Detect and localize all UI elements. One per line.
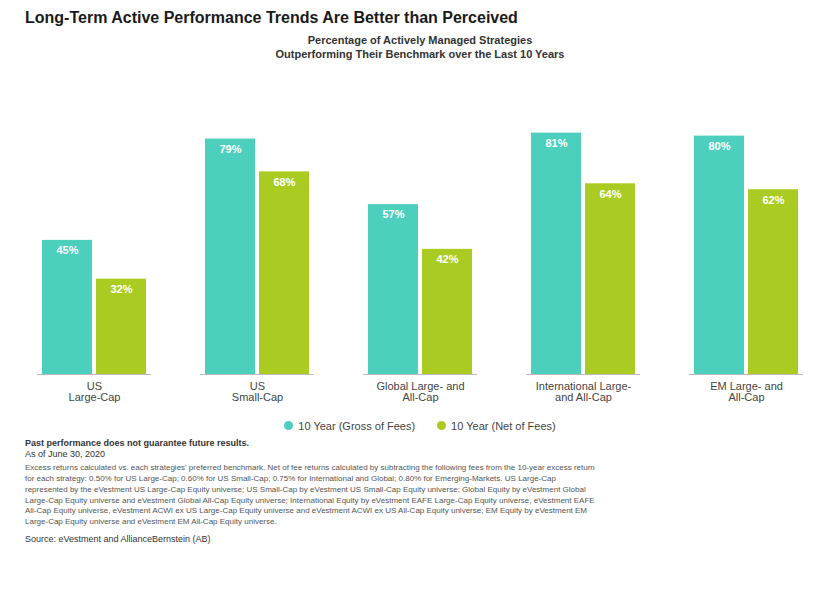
svg-text:USSmall-Cap: USSmall-Cap xyxy=(232,380,283,403)
svg-text:42%: 42% xyxy=(436,253,458,265)
svg-text:32%: 32% xyxy=(110,283,132,295)
html-text:As of June 30, 2020: As of June 30, 2020 xyxy=(25,449,106,460)
svg-text:International Large-and All-Ca: International Large-and All-Cap xyxy=(536,380,632,403)
html-text:Excess returns calculated vs.: Excess returns calculated vs. each strat… xyxy=(25,463,595,527)
svg-text:68%: 68% xyxy=(273,175,295,187)
svg-text:79%: 79% xyxy=(219,143,241,155)
svg-text:81%: 81% xyxy=(545,137,567,149)
html-text:Source: eVestment and Alliance: Source: eVestment and AllianceBernstein … xyxy=(25,533,211,544)
html-text:Percentage of Actively Managed: Percentage of Actively Managed Strategie… xyxy=(275,34,565,61)
svg-text:57%: 57% xyxy=(382,208,404,220)
html-text:Long-Term Active Performance T: Long-Term Active Performance Trends Are … xyxy=(25,9,518,26)
html-text:10 Year (Gross of Fees): 10 Year (Gross of Fees) xyxy=(298,419,416,432)
html-text:Past performance does not guar: Past performance does not guarantee futu… xyxy=(25,437,250,448)
svg-text:62%: 62% xyxy=(762,193,784,205)
svg-text:EM Large- andAll-Cap: EM Large- andAll-Cap xyxy=(710,380,783,403)
svg-text:Global Large- andAll-Cap: Global Large- andAll-Cap xyxy=(376,380,464,403)
svg-text:64%: 64% xyxy=(599,187,621,199)
svg-text:80%: 80% xyxy=(708,140,730,152)
svg-text:45%: 45% xyxy=(56,244,78,256)
html-text:10 Year (Net of Fees): 10 Year (Net of Fees) xyxy=(451,419,556,432)
svg-text:USLarge-Cap: USLarge-Cap xyxy=(69,380,121,403)
